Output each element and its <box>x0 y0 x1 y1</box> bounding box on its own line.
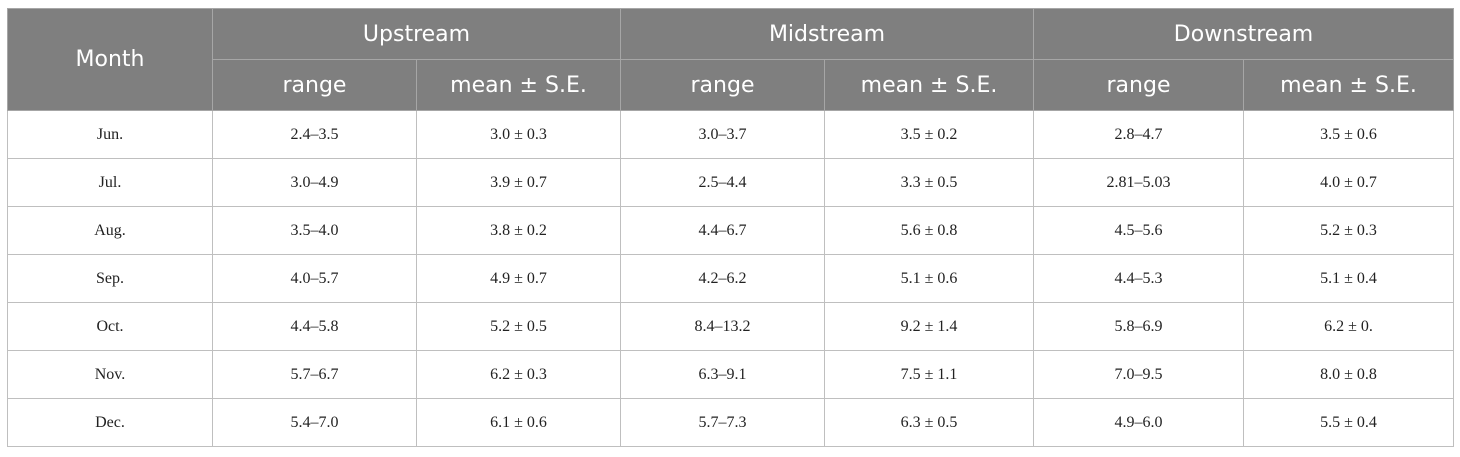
table-row: Dec. 5.4–7.0 6.1 ± 0.6 5.7–7.3 6.3 ± 0.5 4.9–… <box>7 398 1455 447</box>
value-cell: 2.5–4.4 <box>620 158 826 207</box>
month-header: Month <box>7 8 213 111</box>
value-cell: 4.2–6.2 <box>620 254 826 303</box>
value-cell: 9.2 ± 1.4 <box>824 302 1035 351</box>
value-cell: 2.4–3.5 <box>212 110 417 159</box>
month-cell: Sep. <box>7 254 213 303</box>
value-cell: 6.1 ± 0.6 <box>415 398 622 447</box>
month-cell: Oct. <box>7 302 213 351</box>
value-cell: 4.0 ± 0.7 <box>1243 158 1455 207</box>
value-cell: 6.2 ± 0.3 <box>415 350 622 399</box>
group-header: Midstream <box>620 8 1035 60</box>
value-cell: 5.7–6.7 <box>212 350 417 399</box>
value-cell: 5.6 ± 0.8 <box>824 206 1035 255</box>
table-row: Jun. 2.4–3.5 3.0 ± 0.3 3.0–3.7 3.5 ± 0.2 2.8–… <box>7 110 1455 159</box>
header-row: Month Upstream Midstream Downstream <box>7 8 1455 111</box>
value-cell: 3.5 ± 0.2 <box>824 110 1035 159</box>
month-cell: Jul. <box>7 158 213 207</box>
table-row: Nov. 5.7–6.7 6.2 ± 0.3 6.3–9.1 7.5 ± 1.1 7.0–… <box>7 350 1455 399</box>
value-cell: 5.1 ± 0.6 <box>824 254 1035 303</box>
value-cell: 5.7–7.3 <box>620 398 826 447</box>
value-cell: 3.3 ± 0.5 <box>824 158 1035 207</box>
month-cell: Jun. <box>7 110 213 159</box>
value-cell: 5.2 ± 0.3 <box>1243 206 1455 255</box>
subheader: mean ± S.E. <box>824 59 1035 111</box>
value-cell: 4.4–5.3 <box>1033 254 1245 303</box>
value-cell: 8.0 ± 0.8 <box>1243 350 1455 399</box>
subheader: mean ± S.E. <box>415 59 622 111</box>
table-header: Month Upstream Midstream Downstream range mea… <box>7 8 1455 111</box>
month-cell: Aug. <box>7 206 213 255</box>
value-cell: 3.5–4.0 <box>212 206 417 255</box>
value-cell: 5.8–6.9 <box>1033 302 1245 351</box>
value-cell: 2.81–5.03 <box>1033 158 1245 207</box>
month-cell: Dec. <box>7 398 213 447</box>
table-body: Jun. 2.4–3.5 3.0 ± 0.3 3.0–3.7 3.5 ± 0.2 2.8–… <box>7 110 1455 447</box>
table-row: Sep. 4.0–5.7 4.9 ± 0.7 4.2–6.2 5.1 ± 0.6 4.4–… <box>7 254 1455 303</box>
subheader: mean ± S.E. <box>1243 59 1455 111</box>
value-cell: 4.9 ± 0.7 <box>415 254 622 303</box>
value-cell: 3.9 ± 0.7 <box>415 158 622 207</box>
data-table: Month Upstream Midstream Downstream range mea… <box>7 8 1455 447</box>
value-cell: 5.4–7.0 <box>212 398 417 447</box>
group-header: Upstream <box>211 8 622 60</box>
value-cell: 6.3 ± 0.5 <box>824 398 1035 447</box>
value-cell: 5.2 ± 0.5 <box>415 302 622 351</box>
group-header: Downstream <box>1033 8 1455 60</box>
value-cell: 4.0–5.7 <box>212 254 417 303</box>
table-row: Oct. 4.4–5.8 5.2 ± 0.5 8.4–13.2 9.2 ± 1.4 5.8… <box>7 302 1455 351</box>
value-cell: 4.4–6.7 <box>620 206 826 255</box>
value-cell: 3.0 ± 0.3 <box>415 110 622 159</box>
value-cell: 5.5 ± 0.4 <box>1243 398 1455 447</box>
subheader: range <box>212 59 417 111</box>
subheader-row: range mean ± S.E. range mean ± S.E. range mea… <box>8 59 1455 111</box>
value-cell: 4.9–6.0 <box>1033 398 1245 447</box>
value-cell: 6.2 ± 0. <box>1243 302 1455 351</box>
value-cell: 5.1 ± 0.4 <box>1243 254 1455 303</box>
value-cell: 3.5 ± 0.6 <box>1243 110 1455 159</box>
subheader: range <box>620 59 826 111</box>
table-row: Aug. 3.5–4.0 3.8 ± 0.2 4.4–6.7 5.6 ± 0.8 4.5–… <box>7 206 1455 255</box>
value-cell: 4.5–5.6 <box>1033 206 1245 255</box>
value-cell: 6.3–9.1 <box>620 350 826 399</box>
table-row: Jul. 3.0–4.9 3.9 ± 0.7 2.5–4.4 3.3 ± 0.5 2.81… <box>7 158 1455 207</box>
value-cell: 7.0–9.5 <box>1033 350 1245 399</box>
month-cell: Nov. <box>7 350 213 399</box>
value-cell: 3.0–3.7 <box>620 110 826 159</box>
value-cell: 7.5 ± 1.1 <box>824 350 1035 399</box>
value-cell: 4.4–5.8 <box>212 302 417 351</box>
value-cell: 3.8 ± 0.2 <box>415 206 622 255</box>
subheader: range <box>1033 59 1245 111</box>
value-cell: 8.4–13.2 <box>620 302 826 351</box>
value-cell: 2.8–4.7 <box>1033 110 1245 159</box>
value-cell: 3.0–4.9 <box>212 158 417 207</box>
